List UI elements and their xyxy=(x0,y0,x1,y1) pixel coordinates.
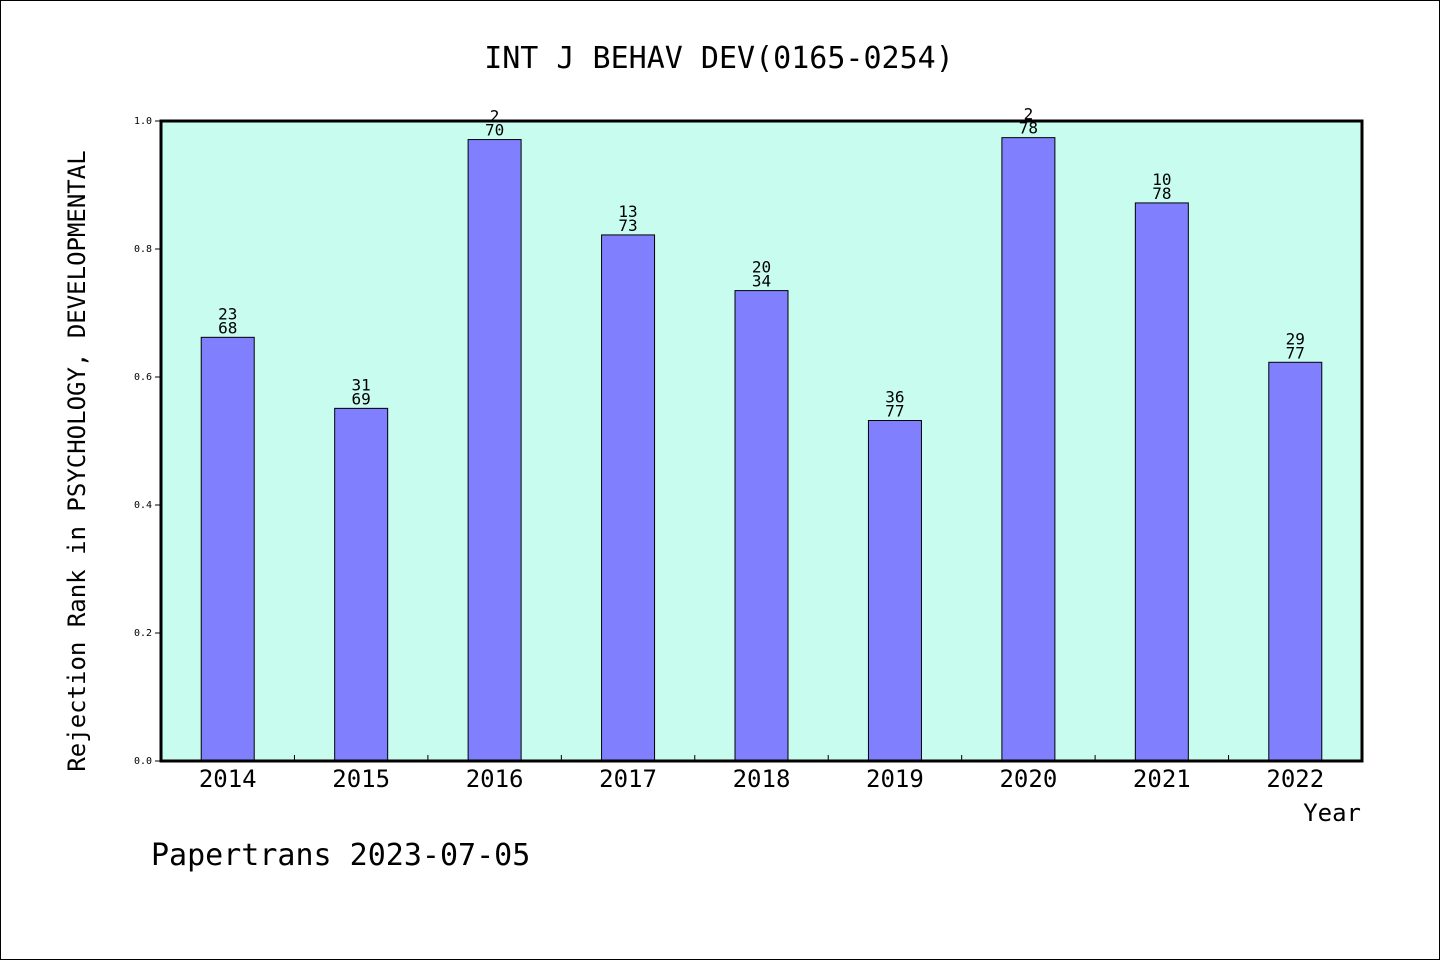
y-tick-label: 0.8 xyxy=(134,244,152,255)
bar-2016 xyxy=(467,139,522,762)
bar-2019 xyxy=(867,420,922,762)
x-tick-label-2017: 2017 xyxy=(599,765,657,793)
bar-label-total-2014: 68 xyxy=(218,318,237,337)
x-tick-label-2014: 2014 xyxy=(199,765,257,793)
bar-label-total-2016: 70 xyxy=(485,121,504,140)
bar-2020 xyxy=(1001,137,1056,762)
x-tick-label-2015: 2015 xyxy=(332,765,390,793)
x-tick-label-2019: 2019 xyxy=(866,765,924,793)
bar-label-total-2020: 78 xyxy=(1019,119,1038,138)
bar-label-total-2019: 77 xyxy=(885,402,904,421)
footer-credit: Papertrans 2023-07-05 xyxy=(151,838,530,873)
bar-label-rank-2017: 13 xyxy=(618,202,637,221)
y-tick-label: 0.4 xyxy=(134,500,152,511)
bar-label-rank-2018: 20 xyxy=(752,258,771,277)
bar-2015 xyxy=(334,407,389,762)
bar-label-rank-2014: 23 xyxy=(218,304,237,323)
bar-label-rank-2021: 10 xyxy=(1152,170,1171,189)
bar-label-total-2022: 77 xyxy=(1286,343,1305,362)
bar-2017 xyxy=(601,234,656,762)
x-tick-label-2021: 2021 xyxy=(1133,765,1191,793)
y-tick-label: 0.6 xyxy=(134,372,152,383)
y-tick-label: 0.0 xyxy=(134,756,152,767)
y-axis-label: Rejection Rank in PSYCHOLOGY, DEVELOPMEN… xyxy=(63,150,91,771)
bar-label-rank-2016: 2 xyxy=(490,107,500,126)
x-tick-label-2022: 2022 xyxy=(1266,765,1324,793)
y-tick-label: 1.0 xyxy=(134,116,152,127)
chart-title: INT J BEHAV DEV(0165-0254) xyxy=(484,41,954,76)
plot-border xyxy=(159,119,1364,763)
bar-2014 xyxy=(200,336,255,762)
bar-label-rank-2019: 36 xyxy=(885,388,904,407)
bar-2022 xyxy=(1268,361,1323,762)
x-tick-label-2016: 2016 xyxy=(466,765,524,793)
bar-2018 xyxy=(734,290,789,762)
bar-label-rank-2020: 2 xyxy=(1024,105,1034,124)
bar-2021 xyxy=(1134,202,1189,762)
x-tick-label-2020: 2020 xyxy=(999,765,1057,793)
bar-label-rank-2015: 31 xyxy=(352,375,371,394)
bar-label-rank-2022: 29 xyxy=(1286,329,1305,348)
x-tick-label-2018: 2018 xyxy=(733,765,791,793)
y-tick-label: 0.2 xyxy=(134,628,152,639)
x-axis-label: Year xyxy=(1303,799,1361,827)
bar-label-total-2017: 73 xyxy=(618,216,637,235)
bar-label-total-2018: 34 xyxy=(752,272,771,291)
bar-label-total-2021: 78 xyxy=(1152,184,1171,203)
bar-label-total-2015: 69 xyxy=(352,389,371,408)
axis-layer: 2014 2015 2016 2017 2018 2019 2020 2021 2022 0.0 0… xyxy=(134,116,1324,793)
